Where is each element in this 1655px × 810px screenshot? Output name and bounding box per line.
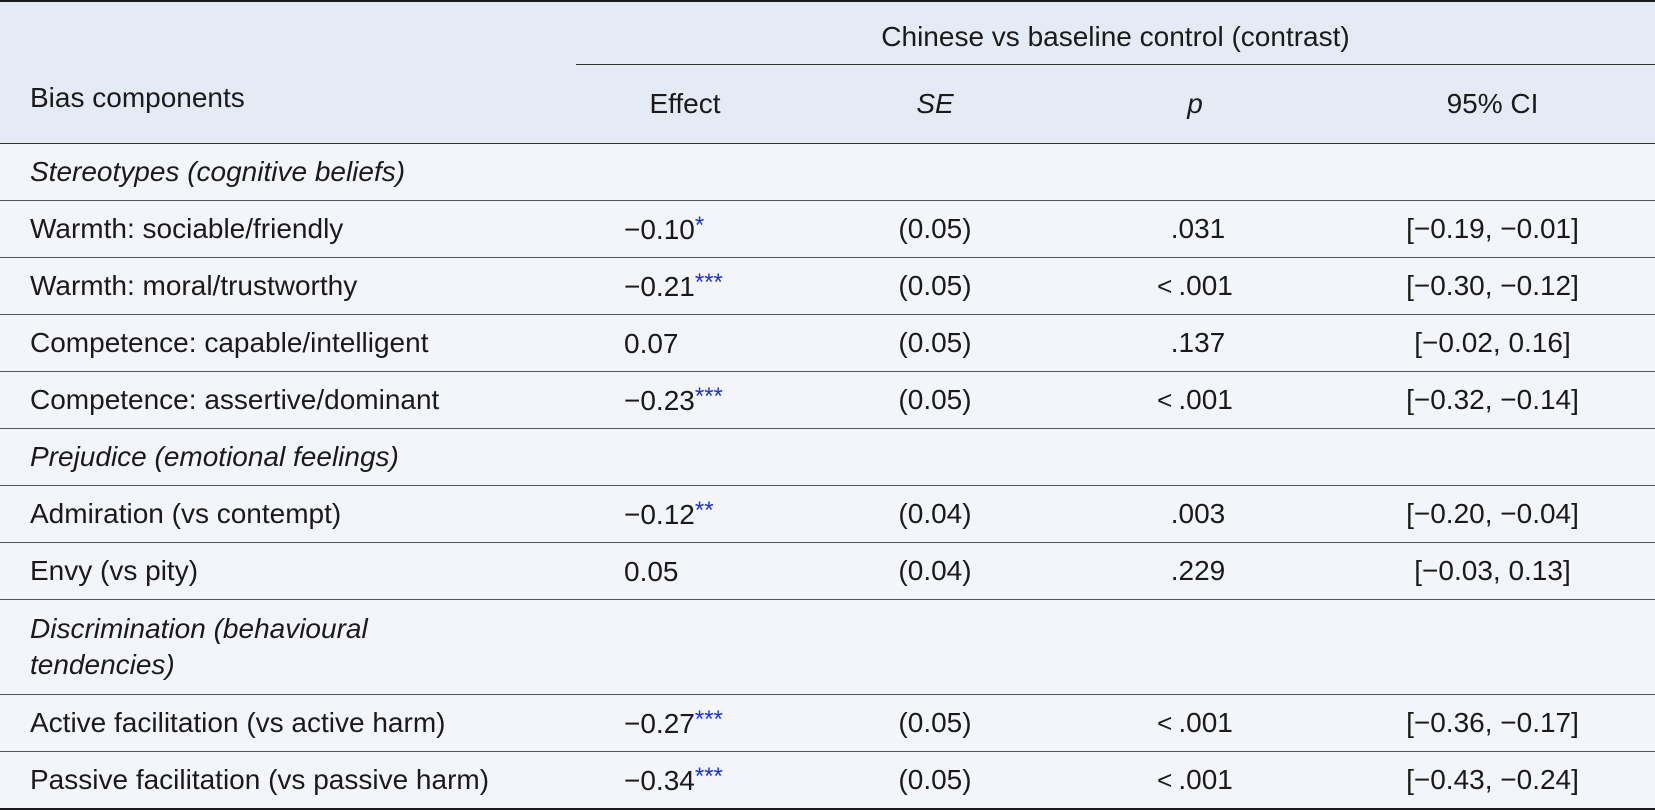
section-row: Stereotypes (cognitive beliefs) xyxy=(0,143,1655,201)
ci-value: [−0.32, −0.14] xyxy=(1330,371,1655,429)
se-value: (0.05) xyxy=(810,371,1060,429)
effect-value: 0.07 xyxy=(624,328,679,359)
section-label-line: Discrimination (behavioural xyxy=(30,613,368,644)
se-value: (0.05) xyxy=(810,200,1060,258)
column-header-se: SE xyxy=(810,65,1060,144)
se-value: (0.04) xyxy=(810,542,1060,600)
group-header-label: Chinese vs baseline control (contrast) xyxy=(576,2,1655,65)
ci-value: [−0.36, −0.17] xyxy=(1330,694,1655,752)
effect-value: −0.12 xyxy=(624,499,695,530)
p-prefix: < xyxy=(1157,708,1173,738)
significance-stars: *** xyxy=(694,269,723,296)
p-value: .137 xyxy=(1170,327,1226,358)
effect-cell: −0.21*** xyxy=(560,257,810,315)
se-value: (0.05) xyxy=(810,257,1060,315)
p-value: .001 xyxy=(1178,764,1233,795)
se-value: (0.05) xyxy=(810,694,1060,752)
effect-value: −0.27 xyxy=(624,708,695,739)
table-row: Warmth: moral/trustworthy −0.21*** (0.05) <… xyxy=(0,257,1655,315)
se-value: (0.05) xyxy=(810,751,1060,810)
effect-value: −0.34 xyxy=(624,765,695,796)
ci-value: [−0.19, −0.01] xyxy=(1330,200,1655,258)
effect-cell: 0.05 xyxy=(560,542,810,600)
p-cell: .031 xyxy=(1060,200,1330,258)
table-body: Stereotypes (cognitive beliefs) Warmth: s… xyxy=(0,143,1655,810)
row-label: Envy (vs pity) xyxy=(0,542,560,600)
row-label: Competence: capable/intelligent xyxy=(0,314,560,372)
significance-stars: *** xyxy=(694,383,723,410)
column-header-p: p xyxy=(1060,65,1330,144)
p-prefix: < xyxy=(1157,385,1173,415)
section-label: Prejudice (emotional feelings) xyxy=(0,428,1655,486)
ci-value: [−0.43, −0.24] xyxy=(1330,751,1655,810)
table-row: Passive facilitation (vs passive harm) −0… xyxy=(0,751,1655,810)
effect-cell: −0.27*** xyxy=(560,694,810,752)
effect-value: −0.21 xyxy=(624,271,695,302)
table-row: Warmth: sociable/friendly −0.10* (0.05) .03… xyxy=(0,200,1655,258)
table-row: Envy (vs pity) 0.05 (0.04) .229 [−0.03, 0.13… xyxy=(0,542,1655,600)
significance-stars: ** xyxy=(694,497,714,524)
section-label: Stereotypes (cognitive beliefs) xyxy=(0,143,1655,201)
p-cell: .229 xyxy=(1060,542,1330,600)
row-label: Admiration (vs contempt) xyxy=(0,485,560,543)
p-cell: < .001 xyxy=(1060,371,1330,429)
section-label-line: tendencies) xyxy=(30,649,175,680)
table-row: Active facilitation (vs active harm) −0.2… xyxy=(0,694,1655,752)
effect-cell: 0.07 xyxy=(560,314,810,372)
effect-value: −0.10 xyxy=(624,214,695,245)
p-value: .229 xyxy=(1170,555,1226,586)
p-cell: < .001 xyxy=(1060,751,1330,810)
row-label: Warmth: sociable/friendly xyxy=(0,200,560,258)
row-label: Competence: assertive/dominant xyxy=(0,371,560,429)
p-value: .001 xyxy=(1178,707,1233,738)
p-value: .001 xyxy=(1178,384,1233,415)
effect-cell: −0.34*** xyxy=(560,751,810,810)
p-cell: < .001 xyxy=(1060,257,1330,315)
table-row: Admiration (vs contempt) −0.12** (0.04) .00… xyxy=(0,485,1655,543)
effect-cell: −0.10* xyxy=(560,200,810,258)
p-cell: < .001 xyxy=(1060,694,1330,752)
group-header: Chinese vs baseline control (contrast) xyxy=(560,0,1655,65)
p-value: .001 xyxy=(1178,270,1233,301)
significance-stars: *** xyxy=(694,706,723,733)
p-prefix: < xyxy=(1157,271,1173,301)
section-row: Prejudice (emotional feelings) xyxy=(0,428,1655,486)
column-header-bias: Bias components xyxy=(0,65,560,144)
p-cell: .137 xyxy=(1060,314,1330,372)
p-value: .003 xyxy=(1170,498,1226,529)
p-cell: .003 xyxy=(1060,485,1330,543)
row-label: Active facilitation (vs active harm) xyxy=(0,694,560,752)
p-value: .031 xyxy=(1170,213,1226,244)
se-value: (0.05) xyxy=(810,314,1060,372)
ci-value: [−0.02, 0.16] xyxy=(1330,314,1655,372)
ci-value: [−0.03, 0.13] xyxy=(1330,542,1655,600)
significance-stars: *** xyxy=(694,763,723,790)
column-header-ci: 95% CI xyxy=(1330,65,1655,144)
section-label: Discrimination (behavioural tendencies) xyxy=(0,599,1655,695)
row-label: Warmth: moral/trustworthy xyxy=(0,257,560,315)
p-prefix: < xyxy=(1157,765,1173,795)
se-value: (0.04) xyxy=(810,485,1060,543)
significance-stars: * xyxy=(694,212,705,239)
effect-value: 0.05 xyxy=(624,556,679,587)
column-header-effect: Effect xyxy=(560,65,810,144)
section-row: Discrimination (behavioural tendencies) xyxy=(0,599,1655,695)
effect-value: −0.23 xyxy=(624,385,695,416)
header-spacer xyxy=(0,0,560,65)
ci-value: [−0.20, −0.04] xyxy=(1330,485,1655,543)
effect-cell: −0.23*** xyxy=(560,371,810,429)
effect-cell: −0.12** xyxy=(560,485,810,543)
row-label: Passive facilitation (vs passive harm) xyxy=(0,751,560,810)
table-row: Competence: assertive/dominant −0.23*** (0… xyxy=(0,371,1655,429)
ci-value: [−0.30, −0.12] xyxy=(1330,257,1655,315)
table-row: Competence: capable/intelligent 0.07 (0.05… xyxy=(0,314,1655,372)
